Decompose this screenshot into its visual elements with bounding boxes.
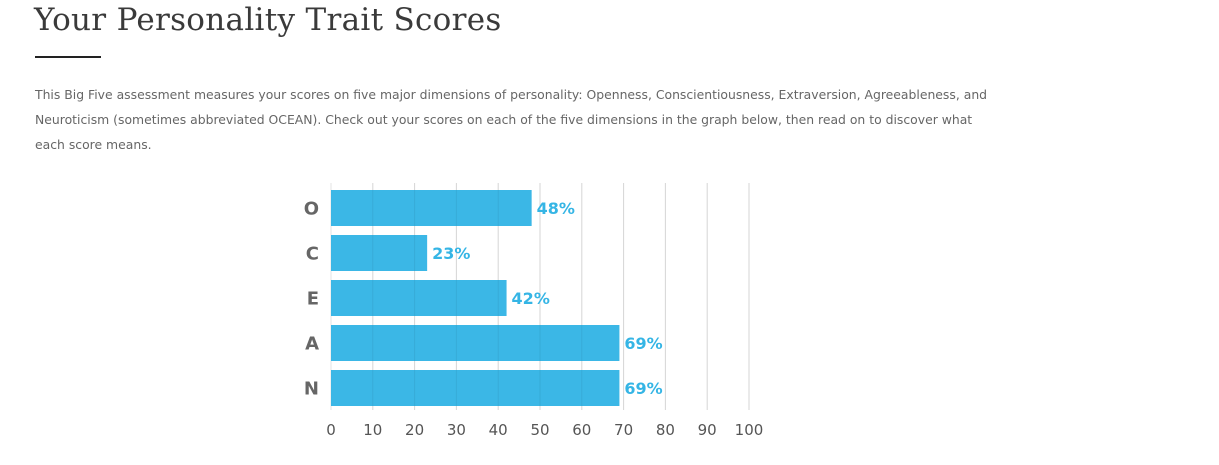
- chart-bars: [331, 190, 620, 406]
- category-label: C: [306, 244, 319, 265]
- data-label: 48%: [537, 199, 575, 218]
- bar: [331, 325, 620, 361]
- category-label: A: [305, 334, 319, 355]
- x-tick-label: 30: [447, 421, 466, 439]
- data-label: 23%: [432, 244, 470, 263]
- bar-value-labels: 48% 23% 42% 69% 69%: [432, 199, 663, 398]
- data-label: 69%: [624, 334, 662, 353]
- x-tick-label: 10: [363, 421, 382, 439]
- bar: [331, 370, 620, 406]
- category-label: N: [304, 379, 319, 400]
- bar: [331, 280, 507, 316]
- page-title: Your Personality Trait Scores: [34, 2, 502, 38]
- x-axis-ticks: 0 10 20 30 40 50 60 70 80 90 100: [326, 421, 763, 439]
- title-divider: [35, 56, 101, 58]
- category-label: O: [304, 199, 319, 220]
- data-label: 69%: [624, 379, 662, 398]
- bar: [331, 235, 428, 271]
- intro-paragraph: This Big Five assessment measures your s…: [35, 87, 988, 152]
- x-tick-label: 20: [405, 421, 424, 439]
- category-label: E: [307, 289, 319, 310]
- x-tick-label: 70: [614, 421, 633, 439]
- gridline-overlay: [372, 183, 750, 410]
- x-tick-label: 50: [530, 421, 549, 439]
- x-tick-label: 60: [572, 421, 591, 439]
- x-tick-label: 40: [489, 421, 508, 439]
- x-tick-label: 100: [735, 421, 764, 439]
- bar: [331, 190, 532, 226]
- x-tick-label: 80: [656, 421, 675, 439]
- data-label: 42%: [512, 289, 550, 308]
- x-tick-label: 90: [698, 421, 717, 439]
- y-axis-labels: O C E A N: [304, 199, 319, 400]
- x-tick-label: 0: [326, 421, 336, 439]
